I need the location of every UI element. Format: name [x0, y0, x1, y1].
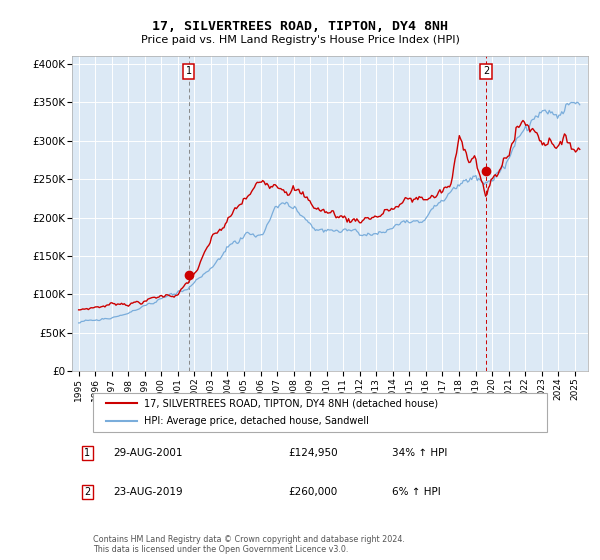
Text: 2: 2	[85, 487, 91, 497]
Text: 1: 1	[185, 67, 191, 76]
Text: HPI: Average price, detached house, Sandwell: HPI: Average price, detached house, Sand…	[144, 416, 369, 426]
Text: Contains HM Land Registry data © Crown copyright and database right 2024.
This d: Contains HM Land Registry data © Crown c…	[92, 535, 404, 554]
Text: 23-AUG-2019: 23-AUG-2019	[113, 487, 183, 497]
Text: £260,000: £260,000	[289, 487, 338, 497]
FancyBboxPatch shape	[92, 393, 547, 432]
Text: 17, SILVERTREES ROAD, TIPTON, DY4 8NH: 17, SILVERTREES ROAD, TIPTON, DY4 8NH	[152, 20, 448, 32]
Text: 29-AUG-2001: 29-AUG-2001	[113, 448, 183, 458]
Text: 6% ↑ HPI: 6% ↑ HPI	[392, 487, 440, 497]
Text: 17, SILVERTREES ROAD, TIPTON, DY4 8NH (detached house): 17, SILVERTREES ROAD, TIPTON, DY4 8NH (d…	[144, 398, 439, 408]
Text: 1: 1	[85, 448, 91, 458]
Text: 34% ↑ HPI: 34% ↑ HPI	[392, 448, 447, 458]
Text: 2: 2	[483, 67, 489, 76]
Text: £124,950: £124,950	[289, 448, 338, 458]
Text: Price paid vs. HM Land Registry's House Price Index (HPI): Price paid vs. HM Land Registry's House …	[140, 35, 460, 45]
